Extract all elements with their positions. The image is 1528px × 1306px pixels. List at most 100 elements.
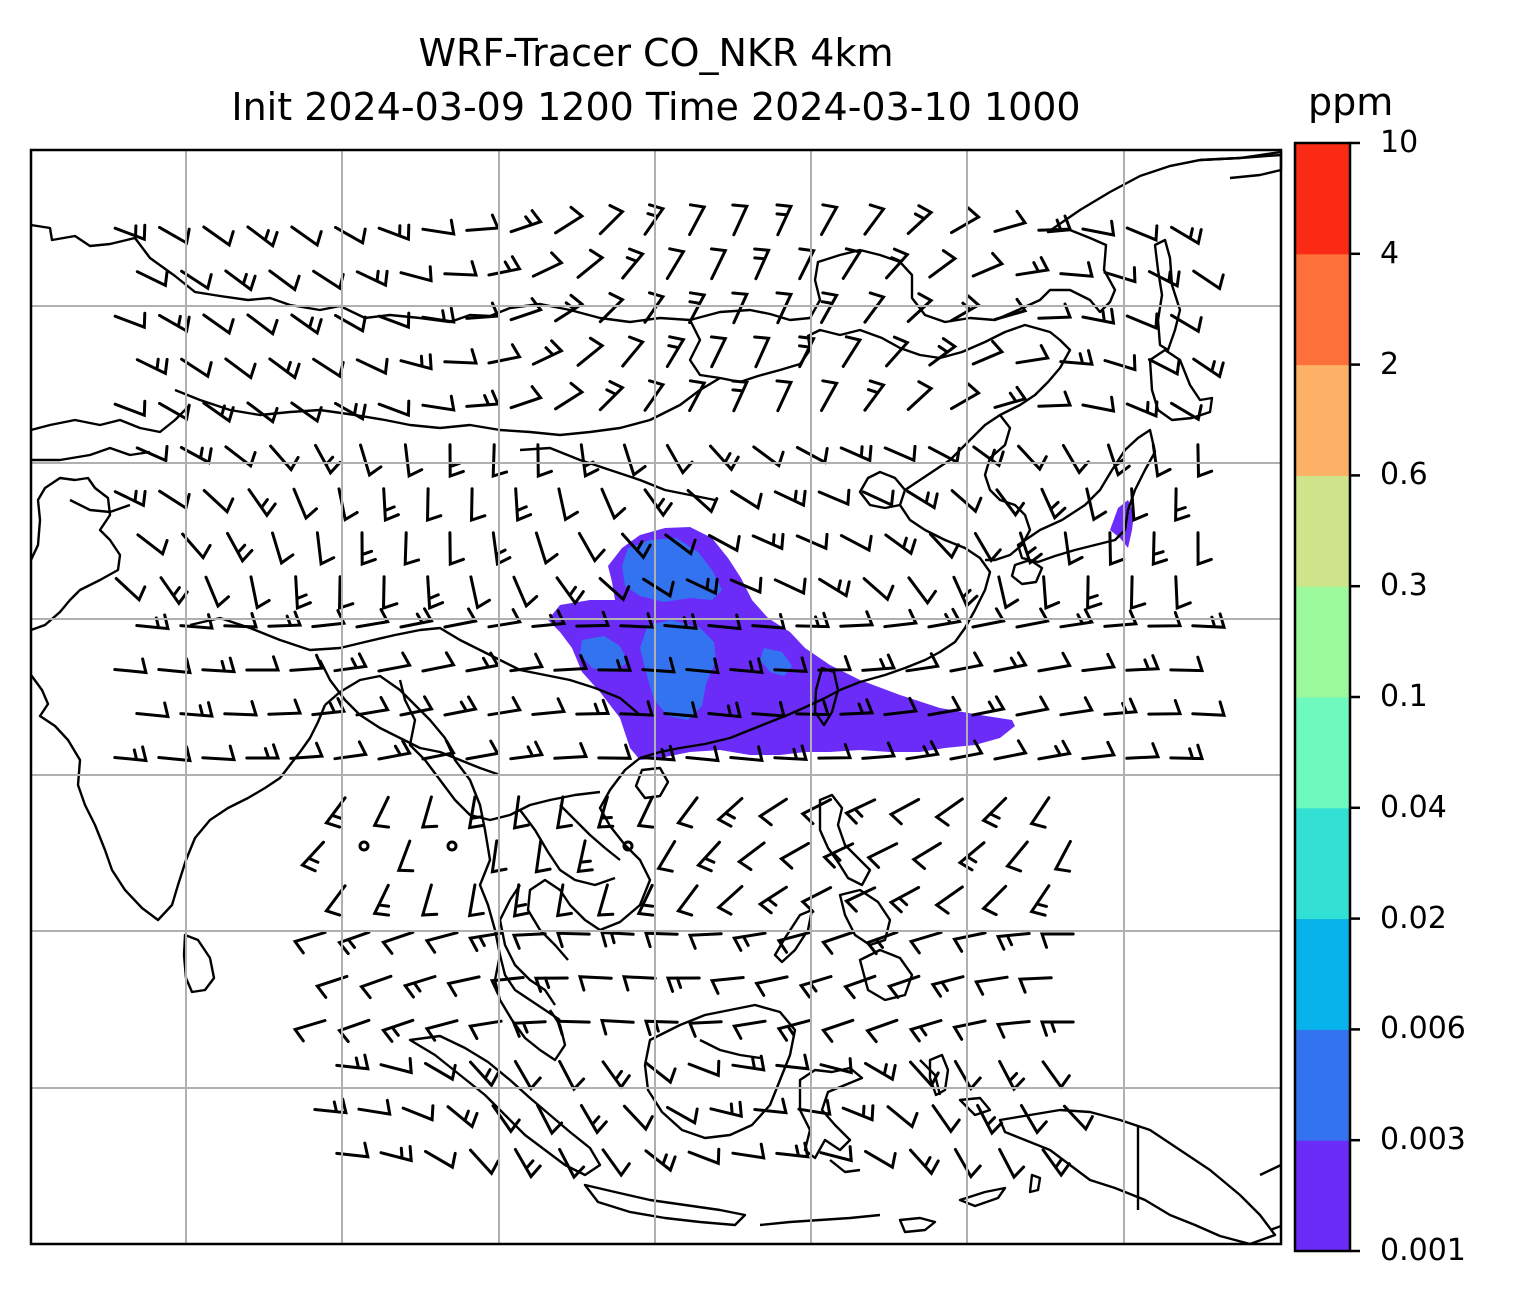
wind-barb [993, 385, 1028, 409]
wind-barb [531, 339, 564, 366]
wind-barb [1125, 742, 1161, 760]
wind-barb [576, 839, 594, 874]
wind-barb [246, 225, 279, 249]
wind-barb [971, 339, 1005, 366]
wind-barb [202, 225, 235, 248]
wind-barb [621, 975, 657, 992]
wind-barb [716, 885, 744, 916]
wind-barb [113, 399, 147, 418]
wind-barb [355, 357, 389, 376]
wind-barb [424, 1149, 457, 1170]
wind-barb [820, 1018, 855, 1043]
wind-barb [707, 701, 742, 719]
wind-barb [135, 701, 170, 719]
wind-barb [509, 385, 544, 410]
wind-barb [909, 1060, 940, 1088]
wind-barb [731, 379, 750, 413]
wind-barb [949, 651, 984, 673]
wind-barb [1059, 349, 1094, 366]
wind-barb [817, 488, 851, 507]
wind-barb [135, 269, 169, 288]
wind-barb [885, 247, 910, 280]
wind-barb [981, 884, 1008, 917]
wind-barb [695, 840, 721, 873]
coastline-borneo [643, 1003, 797, 1140]
wind-barb [424, 1019, 459, 1042]
wind-barb [598, 380, 625, 412]
coastline-sumatra [408, 1034, 602, 1177]
wind-barb [403, 531, 421, 567]
wind-barb [885, 335, 910, 368]
wind-barb [1151, 531, 1169, 567]
wind-barb [245, 655, 281, 672]
wind-barb [577, 532, 606, 564]
wind-barb [1192, 269, 1225, 291]
wind-barb [377, 223, 411, 242]
coastline-philippines-luzon [818, 793, 872, 887]
wind-barb [313, 1097, 348, 1115]
wind-barb [820, 291, 839, 324]
wind-barb [180, 357, 213, 379]
wind-barb [908, 1019, 943, 1043]
wind-barb [736, 841, 766, 871]
wind-barb [555, 795, 573, 830]
wind-barb [268, 269, 301, 292]
wind-barb [1086, 575, 1103, 611]
wind-barb [729, 576, 763, 595]
wind-barb [1196, 443, 1214, 479]
wind-barb [843, 886, 877, 913]
colorbar-tick-label: 0.02 [1380, 900, 1447, 936]
wind-barb [420, 795, 439, 829]
wind-barb [379, 1057, 413, 1075]
wind-barb [554, 381, 585, 411]
tracer-plume [548, 500, 1134, 760]
wind-barb [820, 379, 839, 412]
wind-barb [490, 839, 508, 874]
wind-barb [359, 974, 393, 1000]
coastline-india [29, 476, 327, 922]
wind-barb [467, 1019, 503, 1040]
wind-barb [993, 297, 1028, 321]
wind-barb [998, 1059, 1026, 1092]
wind-barb [636, 795, 655, 829]
wind-barb [202, 489, 235, 515]
wind-barb [465, 651, 500, 673]
wind-barb [778, 841, 810, 870]
wind-barb [952, 1019, 987, 1041]
wind-barb [841, 247, 863, 280]
wind-barb [709, 247, 728, 281]
coastline-sakhalin [1153, 238, 1182, 352]
wind-barb [469, 1060, 500, 1088]
wind-barb [1085, 487, 1108, 522]
wind-barb [757, 797, 788, 827]
wind-barb [908, 931, 943, 955]
wind-barb [1147, 699, 1183, 716]
wind-barb [181, 532, 212, 561]
wind-barb [1125, 312, 1159, 331]
wind-barb [557, 487, 579, 522]
wind-barb [1015, 256, 1051, 277]
wind-barb [554, 205, 585, 235]
wind-barb [949, 739, 984, 761]
wind-barb [357, 1098, 392, 1116]
wind-barb [731, 931, 767, 952]
wind-barb [950, 489, 983, 514]
wind-barb [402, 975, 437, 999]
wind-barb [575, 610, 611, 628]
wind-barb [797, 1098, 832, 1116]
wind-barb [534, 839, 552, 874]
wind-barb [934, 885, 964, 915]
wind-barb [113, 311, 147, 330]
map-panel [29, 148, 1283, 1246]
wind-barb [687, 1020, 723, 1038]
wind-barb [555, 883, 573, 918]
wind-barb [224, 445, 257, 469]
wind-barb [355, 695, 390, 717]
wind-barb [663, 701, 698, 718]
coastline-bohai [858, 470, 906, 510]
wind-barb [267, 698, 303, 716]
wind-barb [1039, 932, 1075, 949]
wind-barb [1015, 607, 1050, 629]
wind-barb [135, 445, 169, 463]
wind-barb [622, 443, 647, 478]
